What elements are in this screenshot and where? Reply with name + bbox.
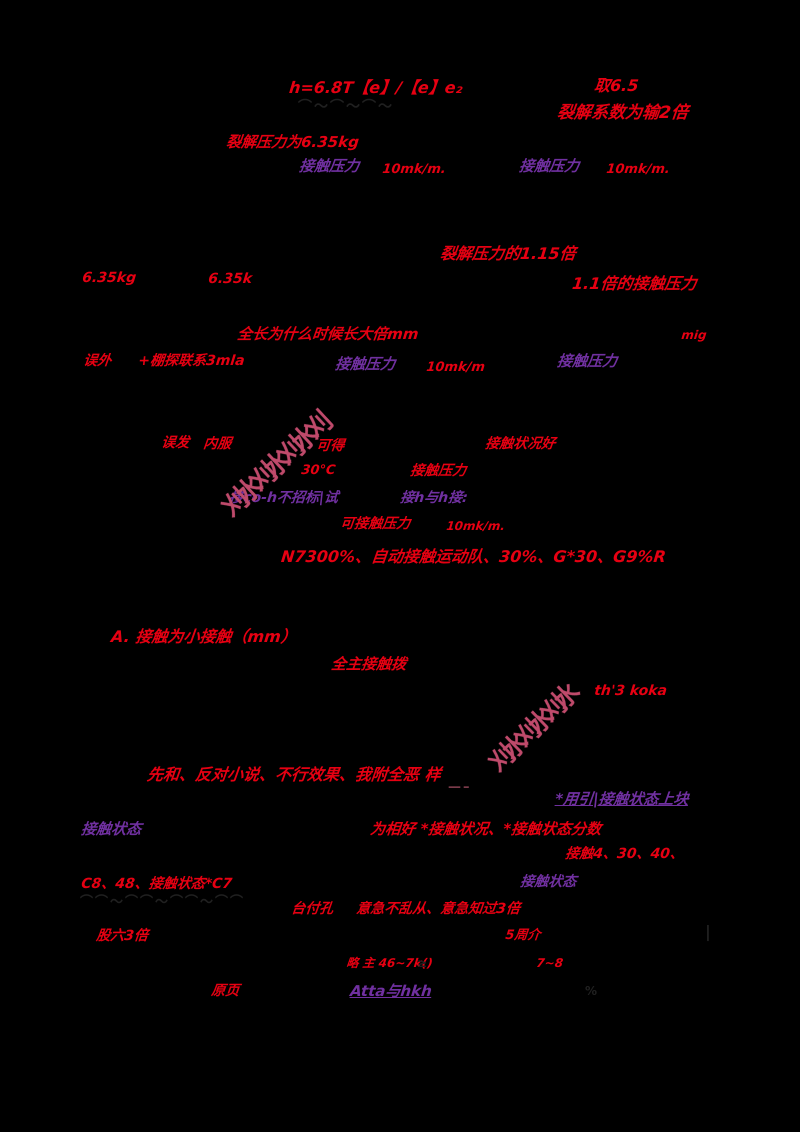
note-length-line: 全长为什么时候长大倍mm — [236, 325, 420, 343]
ghost-percent: % — [585, 984, 600, 998]
red-contact-4: 接触压力 — [409, 463, 468, 479]
note-neifu: 内服 — [202, 436, 233, 452]
red-range-2: 7~8 — [535, 956, 564, 970]
red-unit-2: 10mk/m. — [605, 162, 671, 177]
note-ratio-2x: 裂解系数为输2倍 — [556, 103, 690, 123]
note-item-a: A. 接触为小接触（mm） — [110, 627, 298, 646]
purple-long-2: 接h与h接: — [399, 490, 469, 506]
note-take-6-5: 取6.5 — [593, 76, 640, 95]
note-mig: mig — [680, 328, 708, 342]
red-right-list: 接触4、30、40、 — [564, 846, 685, 862]
ghost-squiggle-top: ⌒〜⌒〜⌒〜 — [298, 99, 394, 115]
ghost-squiggle-bottom: ⌒⌒〜⌒⌒〜⌒⌒〜⌒⌒ — [80, 895, 246, 910]
ghost-rose-smear: —– — [448, 780, 472, 795]
red-5zhoujie: 5周介 — [504, 928, 542, 943]
note-list-row: 先和、反对小说、不行效果、我附全恶 样 — [146, 765, 442, 784]
note-wuwai: 误外 — [82, 353, 113, 369]
red-unit-1: 10mk/m. — [381, 162, 447, 177]
red-contact-5: 可接触压力 — [339, 516, 412, 532]
formula-top: h=6.8T【e】/【e】e₂ — [288, 78, 464, 97]
red-mid-row: 为相好 *接触状况、*接触状态分数 — [369, 820, 603, 838]
value-635k-mid: 6.35k — [207, 271, 253, 287]
note-11x-contact: 1.1倍的接触压力 — [571, 274, 698, 293]
ghost-tick-right: | — [705, 922, 713, 941]
red-taifu: 台付孔 — [290, 901, 335, 917]
red-yiji-row: 意急不乱从、意急知过3倍 — [355, 901, 521, 917]
purple-status-right: 接触状态 — [519, 874, 578, 890]
purple-atta: Atta与hkh — [349, 982, 433, 1000]
note-contact-3mla: +棚探联系3mla — [137, 353, 246, 369]
note-115x: 裂解压力的1.15倍 — [439, 244, 577, 263]
purple-contact-1: 接触压力 — [298, 157, 361, 175]
purple-row-right: *用引|接触状态上块 — [554, 790, 690, 808]
red-unit-4: 10mk/m. — [445, 519, 506, 533]
note-30c: 30°C — [300, 463, 337, 478]
note-long-list: N7300%、自动接触运动队、30%、G*30、G9%R — [280, 547, 667, 566]
red-left-codes: C8、48、接触状态*C7 — [80, 876, 233, 892]
purple-left-contact: 接触状态 — [80, 820, 143, 838]
red-guliu: 股六3倍 — [95, 928, 149, 944]
note-wufa: 误发 — [160, 435, 191, 451]
value-635kg-left: 6.35kg — [81, 270, 137, 286]
red-unit-3: 10mk/m — [425, 360, 486, 375]
note-quanzhu: 全主接触拨 — [330, 655, 408, 673]
note-pressure-635kg: 裂解压力为6.35kg — [225, 133, 360, 151]
ghost-geq: ≥ — [417, 956, 430, 970]
diagonal-scribble-lower: 刈水刈水刈水 — [482, 681, 581, 778]
purple-contact-3: 接触压力 — [334, 355, 397, 373]
note-koka: th'3 koka — [593, 683, 668, 699]
note-contact-status: 接触状况好 — [484, 436, 557, 452]
red-yuanye: 原页 — [210, 983, 241, 999]
purple-contact-4: 接触压力 — [556, 352, 619, 370]
purple-contact-2: 接触压力 — [518, 157, 581, 175]
